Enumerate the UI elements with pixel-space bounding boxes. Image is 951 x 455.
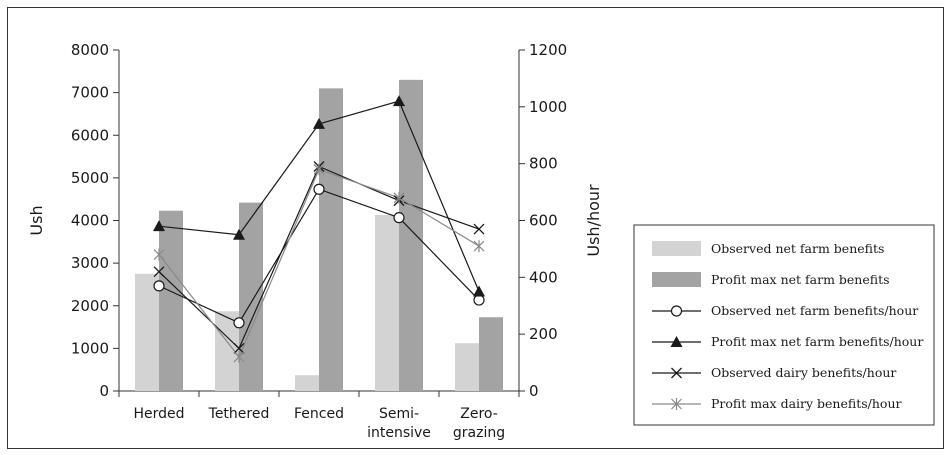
legend-label: Profit max net farm benefits	[711, 272, 890, 287]
y2-axis-title: Ush/hour	[584, 184, 603, 257]
x-tick-label: Tethered	[208, 406, 270, 422]
point-marker	[233, 317, 245, 329]
left-tick-label: 7000	[71, 84, 109, 102]
legend-label: Profit max net farm benefits/hour	[711, 334, 923, 349]
point-marker	[671, 398, 682, 410]
left-tick-label: 2000	[71, 297, 109, 315]
point-marker	[233, 342, 245, 354]
left-tick-label: 8000	[71, 41, 109, 59]
left-tick-label: 1000	[71, 339, 109, 357]
x-tick-label: Fenced	[294, 406, 344, 422]
point-marker	[153, 220, 165, 232]
left-tick-label: 3000	[71, 254, 109, 272]
left-tick-label: 4000	[71, 212, 109, 230]
legend-label: Observed net farm benefits	[711, 241, 884, 256]
point-marker	[233, 350, 245, 363]
point-marker	[393, 212, 405, 224]
bar	[399, 79, 423, 392]
right-tick-label: 200	[529, 325, 558, 343]
point-marker	[153, 280, 165, 292]
bar	[375, 214, 399, 391]
point-marker	[233, 228, 245, 240]
bar	[319, 88, 343, 392]
point-marker	[153, 266, 165, 278]
bar	[479, 317, 503, 391]
right-tick-label: 1000	[529, 98, 567, 116]
x-tick-label: Herded	[133, 406, 184, 422]
bar	[159, 210, 183, 391]
point-marker	[313, 117, 325, 129]
right-tick-label: 800	[529, 155, 558, 173]
bar	[295, 375, 319, 391]
left-tick-label: 6000	[71, 126, 109, 144]
right-tick-label: 0	[529, 382, 539, 400]
legend-swatch	[652, 241, 701, 256]
y-axis-title: Ush	[27, 205, 46, 235]
right-tick-label: 600	[529, 212, 558, 230]
point-marker	[313, 183, 325, 195]
x-tick-label: Zero-grazing	[453, 406, 505, 441]
right-tick-label: 1200	[529, 41, 567, 59]
point-marker	[313, 163, 325, 176]
bar	[239, 202, 263, 391]
point-marker	[473, 285, 485, 297]
x-tick-label: Semi-intensive	[367, 406, 431, 441]
point-marker	[671, 367, 682, 379]
point-marker	[670, 305, 683, 317]
legend-box	[633, 224, 935, 426]
left-tick-label: 5000	[71, 169, 109, 187]
legend-swatch	[652, 272, 701, 287]
point-marker	[153, 248, 165, 261]
point-marker	[473, 223, 485, 235]
bar	[455, 343, 479, 391]
legend-label: Observed dairy benefits/hour	[711, 365, 896, 380]
point-marker	[473, 240, 485, 253]
point-marker	[393, 95, 405, 107]
legend-label: Profit max dairy benefits/hour	[711, 396, 901, 411]
left-tick-label: 0	[99, 382, 109, 400]
bar	[135, 273, 159, 391]
right-tick-label: 400	[529, 268, 558, 286]
point-marker	[473, 294, 485, 306]
point-marker	[393, 191, 405, 204]
legend-label: Observed net farm benefits/hour	[711, 303, 918, 318]
point-marker	[670, 336, 683, 347]
